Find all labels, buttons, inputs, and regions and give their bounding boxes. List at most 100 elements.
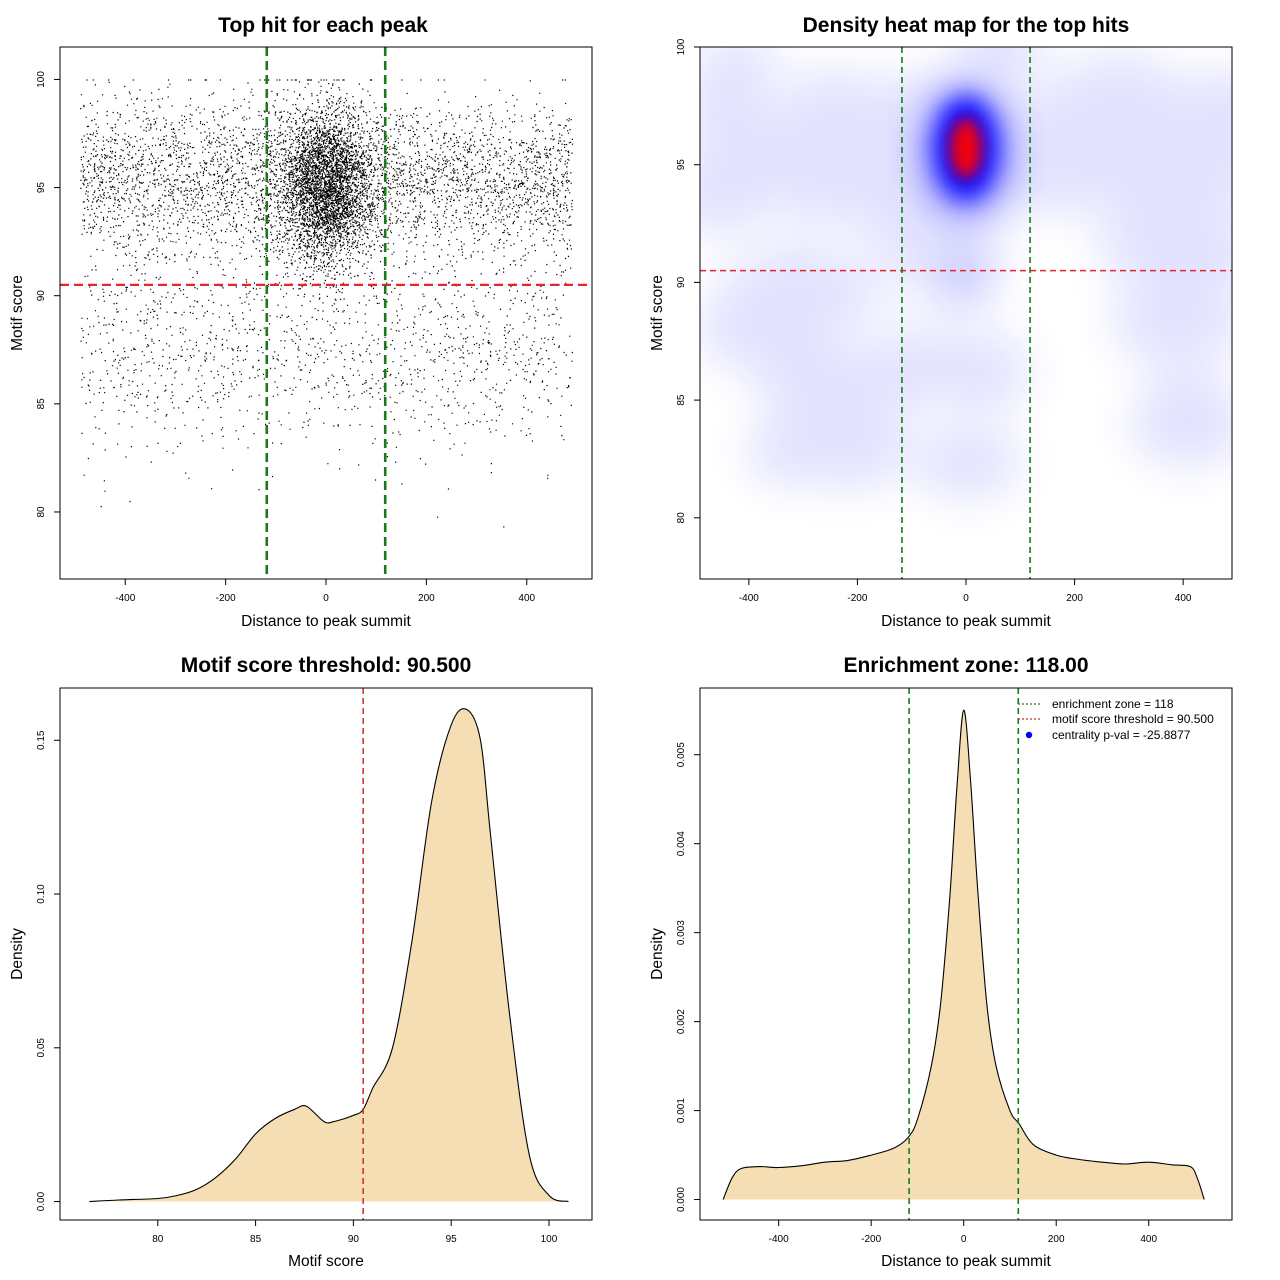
density-blob <box>795 395 912 491</box>
x-tick-label: -400 <box>769 1234 789 1245</box>
x-tick-label: -200 <box>861 1234 881 1245</box>
scatter-points <box>80 79 574 528</box>
density-blob <box>755 240 838 305</box>
x-tick-label: 400 <box>1140 1234 1157 1245</box>
y-tick-label: 90 <box>36 290 47 302</box>
density-blob <box>1142 296 1232 358</box>
y-tick-label: 0.000 <box>676 1187 687 1212</box>
distance-density-panel: Enrichment zone: 118.00 -400 -200 0 200 400 … <box>649 654 1233 1270</box>
x-tick-label: 80 <box>152 1234 164 1245</box>
legend-threshold-label: motif score threshold = 90.500 <box>1052 712 1214 726</box>
y-tick-label: 80 <box>36 506 47 518</box>
x-tick-label: -200 <box>216 593 236 604</box>
heatmap-density <box>700 47 1232 579</box>
x-tick-label: 200 <box>1066 593 1083 604</box>
score-density-x-ticks: 80 85 90 95 100 <box>152 1220 558 1245</box>
x-tick-label: 90 <box>348 1234 360 1245</box>
score-density-curve <box>89 708 569 1203</box>
heatmap-x-axis-label: Distance to peak summit <box>881 613 1051 630</box>
scatter-x-ticks: -400 -200 0 200 400 <box>115 579 536 604</box>
hotspot-core <box>950 118 982 179</box>
scatter-reference-lines <box>60 47 592 579</box>
x-tick-label: 100 <box>541 1234 558 1245</box>
score-density-title: Motif score threshold: 90.500 <box>181 654 472 677</box>
distance-density-y-ticks: 0.000 0.001 0.002 0.003 0.004 0.005 <box>676 742 700 1212</box>
core-ellipse <box>950 118 982 179</box>
y-tick-label: 90 <box>676 276 687 288</box>
density-blob <box>745 284 840 363</box>
scatter-x-axis-label: Distance to peak summit <box>241 613 411 630</box>
y-tick-label: 0.001 <box>676 1098 687 1123</box>
heatmap-panel: Density heat map for the top hits -400 -2… <box>649 14 1233 630</box>
density-blob <box>957 47 1041 93</box>
y-tick-label: 100 <box>36 71 47 88</box>
x-tick-label: 400 <box>518 593 535 604</box>
distance-density-x-axis-label: Distance to peak summit <box>881 1253 1051 1270</box>
y-tick-label: 0.15 <box>36 730 47 750</box>
score-density-y-axis-label: Density <box>9 928 26 980</box>
density-blob <box>1169 124 1232 191</box>
y-tick-label: 80 <box>676 512 687 524</box>
heatmap-y-ticks: 80 85 90 95 100 <box>676 38 700 523</box>
y-tick-label: 0.005 <box>676 742 687 767</box>
density-blob <box>824 158 937 229</box>
y-tick-label: 0.10 <box>36 884 47 904</box>
x-tick-label: 0 <box>323 593 329 604</box>
scatter-title: Top hit for each peak <box>218 14 428 37</box>
x-tick-label: 0 <box>961 1234 967 1245</box>
distance-density-title: Enrichment zone: 118.00 <box>843 654 1088 677</box>
heatmap-reference-lines <box>700 47 1232 579</box>
distance-density-curve <box>722 709 1205 1200</box>
y-tick-label: 85 <box>36 398 47 410</box>
y-tick-label: 0.004 <box>676 831 687 856</box>
x-tick-label: 200 <box>1048 1234 1065 1245</box>
y-tick-label: 0.00 <box>36 1191 47 1211</box>
y-tick-label: 95 <box>36 182 47 194</box>
score-density-plot-frame <box>59 687 593 1221</box>
legend: enrichment zone = 118 motif score thresh… <box>1018 697 1214 742</box>
distance-density-y-axis-label: Density <box>649 928 666 980</box>
x-tick-label: 95 <box>446 1234 458 1245</box>
heatmap-y-axis-label: Motif score <box>649 275 666 351</box>
x-tick-label: 400 <box>1175 593 1192 604</box>
y-tick-label: 0.003 <box>676 920 687 945</box>
density-blob <box>883 325 973 390</box>
x-tick-label: 200 <box>418 593 435 604</box>
x-tick-label: -400 <box>739 593 759 604</box>
legend-pval-label: centrality p-val = -25.8877 <box>1052 728 1191 742</box>
density-blob <box>741 108 837 192</box>
x-tick-label: -400 <box>115 593 135 604</box>
y-tick-label: 95 <box>676 159 687 171</box>
heatmap-x-ticks: -400 -200 0 200 400 <box>739 579 1192 604</box>
score-density-panel: Motif score threshold: 90.500 80 85 90 95 10… <box>9 654 593 1270</box>
y-tick-label: 85 <box>676 394 687 406</box>
scatter-point-cloud <box>80 79 574 528</box>
x-tick-label: 85 <box>250 1234 262 1245</box>
density-blob <box>1129 380 1232 469</box>
halo-tail <box>944 256 988 309</box>
scatter-panel: Top hit for each peak -400 -200 0 200 400 80… <box>9 14 593 630</box>
enrichment-zone-lines <box>908 688 1020 1220</box>
density-blob <box>1045 74 1152 155</box>
density-line <box>722 709 1205 1200</box>
density-blob <box>1145 210 1232 303</box>
distance-density-plot-frame <box>699 687 1233 1221</box>
density-area-fill <box>723 710 1205 1200</box>
x-tick-label: 0 <box>963 593 969 604</box>
density-blob <box>914 424 1022 501</box>
heatmap-title: Density heat map for the top hits <box>803 14 1130 37</box>
score-density-y-ticks: 0.00 0.05 0.10 0.15 <box>36 730 60 1211</box>
scatter-y-ticks: 80 85 90 95 100 <box>36 71 60 518</box>
score-density-x-axis-label: Motif score <box>288 1253 364 1270</box>
x-tick-label: -200 <box>847 593 867 604</box>
y-tick-label: 0.002 <box>676 1009 687 1034</box>
legend-pval-dot <box>1025 731 1033 739</box>
distance-density-x-ticks: -400 -200 0 200 400 <box>769 1220 1158 1245</box>
density-area-fill <box>89 708 569 1202</box>
scatter-y-axis-label: Motif score <box>9 275 26 351</box>
legend-enrichment-zone-label: enrichment zone = 118 <box>1052 697 1174 711</box>
scatter-plot-frame <box>59 46 593 580</box>
y-tick-label: 0.05 <box>36 1038 47 1058</box>
y-tick-label: 100 <box>676 38 687 55</box>
